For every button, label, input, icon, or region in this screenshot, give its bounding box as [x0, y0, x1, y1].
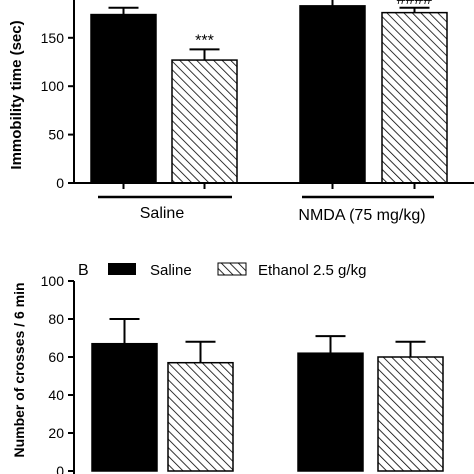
panel-a-bars: *** ####	[90, 0, 448, 189]
legend-saline-swatch	[108, 263, 136, 275]
panel-a-bar	[171, 59, 238, 184]
panel-b-y-tick-label: 0	[56, 463, 64, 474]
panel-a-y-tick-label: 100	[41, 78, 65, 94]
panel-b-y-ticks: 0 20 40 60 80 100	[41, 273, 74, 474]
legend-ethanol-label: Ethanol 2.5 g/kg	[258, 262, 366, 279]
panel-a-y-tick-label: 0	[56, 175, 64, 191]
panel-b-y-axis-title: Number of crosses / 6 min	[11, 282, 27, 457]
panel-b-y-tick-label: 80	[48, 311, 64, 327]
panel-a-significance-label: ####	[397, 0, 433, 8]
panel-a-y-ticks: 0 50 100 150	[41, 30, 74, 191]
panel-b-y-tick-label: 60	[48, 349, 64, 365]
panel-a-bar	[299, 5, 366, 184]
panel-a-y-tick-label: 50	[48, 127, 64, 143]
panel-b-y-tick-label: 40	[48, 387, 64, 403]
panel-a-significance-label: ***	[195, 32, 214, 49]
panel-b-bar	[297, 352, 364, 472]
panel-b-bar	[377, 356, 444, 472]
panel-b-y-tick-label: 20	[48, 425, 64, 441]
panel-a-y-tick-label: 150	[41, 30, 65, 46]
panel-b-y-tick-label: 100	[41, 273, 65, 289]
panel-a-bar	[90, 13, 157, 184]
panel-a-bar	[381, 11, 448, 184]
panel-a-group-label-saline: Saline	[140, 205, 185, 222]
panel-b-letter: B	[78, 262, 89, 279]
legend-ethanol-swatch	[217, 262, 247, 276]
panel-b: B Saline Ethanol 2.5 g/kg Number of cros…	[11, 262, 444, 474]
legend-saline-label: Saline	[150, 262, 192, 279]
panel-b-bar	[167, 361, 234, 472]
panel-a-group-label-nmda: NMDA (75 mg/kg)	[298, 207, 425, 224]
panel-b-bars	[91, 318, 444, 472]
panel-b-bar	[91, 342, 158, 472]
panel-a-y-axis-title: Immobility time (sec)	[8, 20, 25, 169]
